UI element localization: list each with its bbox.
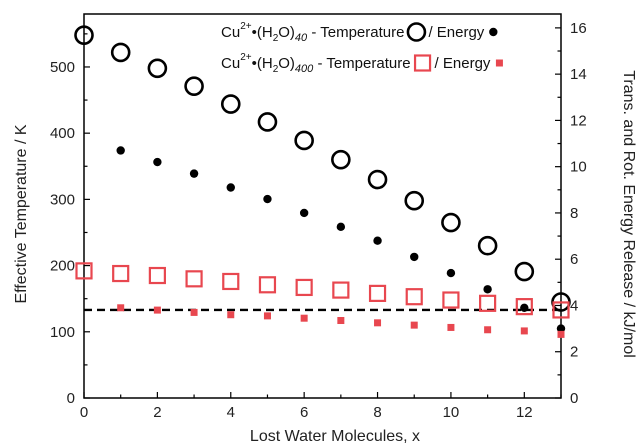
y-tick-label: 100 [50,324,75,341]
legend-marker-energy [495,59,503,67]
x-axis-label: Lost Water Molecules, x [250,428,420,445]
series-0 [74,25,571,312]
axis-ticks: 0 2 4 6 8 10 12 0 100 200 300 400 500 0 2 4 6 8 10 12 14 16 [50,20,587,421]
data-point [367,169,388,190]
data-point [184,76,204,96]
y2-tick-label: 8 [570,205,578,222]
data-point [258,276,277,294]
data-point [556,324,566,333]
data-marks [74,25,571,338]
data-point [153,306,161,314]
data-point [520,303,529,312]
y-tick-label: 0 [67,390,75,407]
x-tick-label: 6 [300,404,308,421]
data-point [483,285,492,294]
data-point [220,94,241,114]
data-point [257,112,278,132]
data-point [332,281,350,299]
data-point [404,190,425,211]
x-tick-label: 4 [227,404,235,421]
series-1 [116,146,566,333]
data-point [299,208,309,218]
x-tick-label: 10 [443,404,460,421]
data-point [116,146,125,155]
axis-labels: Lost Water Molecules, x Effective Temper… [13,70,637,445]
data-point [263,312,271,320]
y2-tick-label: 16 [570,20,587,37]
y-tick-label: 200 [50,258,75,275]
legend-entry-text: Cu2+•(H2O)400 - Temperature [221,52,411,75]
data-point [477,235,498,256]
data-point [295,278,313,297]
y2-tick-label: 0 [570,390,578,407]
data-point [227,311,235,319]
y-tick-label: 500 [50,59,75,76]
data-point [190,308,198,316]
data-point [331,149,351,170]
data-point [447,323,455,331]
legend-marker-temperature [406,22,427,42]
legend-energy-text: / Energy [428,24,484,41]
x-tick-label: 12 [516,404,533,421]
data-point [336,222,346,232]
data-point [117,304,125,312]
y2-tick-label: 6 [570,251,578,268]
data-point [75,262,93,280]
data-point [153,157,162,167]
data-point [552,301,570,319]
y-tick-label: 400 [50,125,75,142]
y2-tick-label: 10 [570,159,587,176]
data-point [74,25,94,45]
data-point [222,272,240,291]
data-point [441,212,461,233]
legend-marker-temperature [413,54,432,72]
data-point [442,291,460,309]
y2-tick-label: 14 [570,66,587,83]
legend: Cu2+•(H2O)40 - Temperature / Energy Cu2+•(… [221,21,503,75]
legend-energy-text: / Energy [435,55,491,72]
data-point [410,252,419,262]
data-point [479,294,497,312]
series-3 [117,304,565,338]
legend-entry-text: Cu2+•(H2O)40 - Temperature [221,21,404,44]
x-tick-label: 2 [153,404,161,421]
y2-tick-label: 2 [570,344,578,361]
data-point [557,330,565,338]
data-point [226,183,235,192]
legend-marker-energy [489,27,498,37]
data-point [189,169,199,178]
y2-axis-label: Trans. and Rot. Energy Release / kJ/mol [620,70,637,358]
data-point [374,319,382,327]
data-point [147,58,168,79]
data-point [520,327,528,335]
data-point [110,42,131,63]
data-point [263,194,272,204]
plot-area: 0 2 4 6 8 10 12 0 100 200 300 400 500 0 2 4 6 8 10 12 14 16 [50,13,587,421]
data-point [294,130,314,151]
data-point [515,298,533,316]
data-point [368,284,387,302]
data-point [300,314,308,322]
x-tick-label: 8 [373,404,381,421]
data-point [337,317,345,325]
data-point [514,261,535,282]
data-point [405,288,423,306]
x-tick-label: 0 [80,404,88,421]
data-point [484,326,492,334]
data-point [112,264,130,283]
data-point [185,270,203,288]
data-point [446,268,456,278]
plot-frame [83,13,562,399]
y-axis-label: Effective Temperature / K [13,124,30,303]
y2-tick-label: 4 [570,297,578,314]
y-tick-label: 300 [50,191,75,208]
data-point [373,236,382,245]
data-point [148,266,166,285]
y2-tick-label: 12 [570,112,587,129]
data-point [410,321,418,329]
series-2 [75,262,570,319]
